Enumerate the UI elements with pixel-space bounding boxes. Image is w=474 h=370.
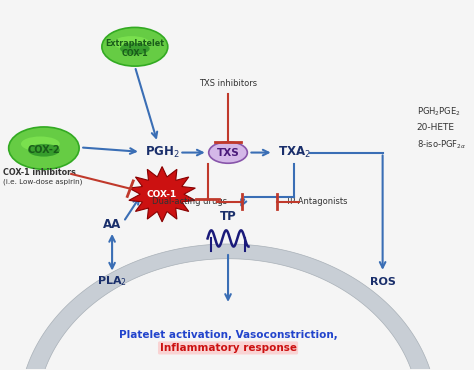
Text: Dual-acting drugs: Dual-acting drugs	[152, 197, 227, 206]
Text: TP Antagonists: TP Antagonists	[285, 197, 348, 206]
Ellipse shape	[21, 137, 60, 151]
Text: TXA$_2$: TXA$_2$	[278, 145, 310, 160]
Ellipse shape	[113, 36, 150, 50]
Ellipse shape	[28, 144, 60, 157]
Text: COX-1 inhibitors: COX-1 inhibitors	[3, 168, 76, 176]
Text: Platelet activation, Vasoconstriction,: Platelet activation, Vasoconstriction,	[118, 330, 337, 340]
Text: COX-1: COX-1	[147, 190, 177, 199]
Text: 8-iso-PGF$_{2\alpha}$: 8-iso-PGF$_{2\alpha}$	[417, 138, 466, 151]
Polygon shape	[129, 166, 195, 222]
Text: PLA$_2$: PLA$_2$	[97, 275, 127, 289]
Text: TXS inhibitors: TXS inhibitors	[199, 79, 257, 88]
Text: AA: AA	[103, 218, 121, 231]
Text: TP: TP	[219, 210, 237, 223]
Text: Extraplatelet
COX-1: Extraplatelet COX-1	[105, 39, 164, 58]
Text: TXS: TXS	[217, 148, 239, 158]
Text: ROS: ROS	[370, 277, 396, 287]
Text: 20-HETE: 20-HETE	[417, 123, 455, 132]
Ellipse shape	[9, 127, 79, 169]
Text: Inflammatory response: Inflammatory response	[160, 343, 297, 353]
Text: PGH$_2$: PGH$_2$	[145, 145, 180, 160]
Ellipse shape	[120, 43, 150, 54]
Text: (i.e. Low-dose aspirin): (i.e. Low-dose aspirin)	[3, 178, 82, 185]
Text: PGH$_2$PGE$_2$: PGH$_2$PGE$_2$	[417, 105, 461, 118]
Text: COX-2: COX-2	[27, 145, 60, 155]
Ellipse shape	[102, 27, 168, 66]
Ellipse shape	[209, 142, 247, 163]
Polygon shape	[26, 244, 430, 370]
